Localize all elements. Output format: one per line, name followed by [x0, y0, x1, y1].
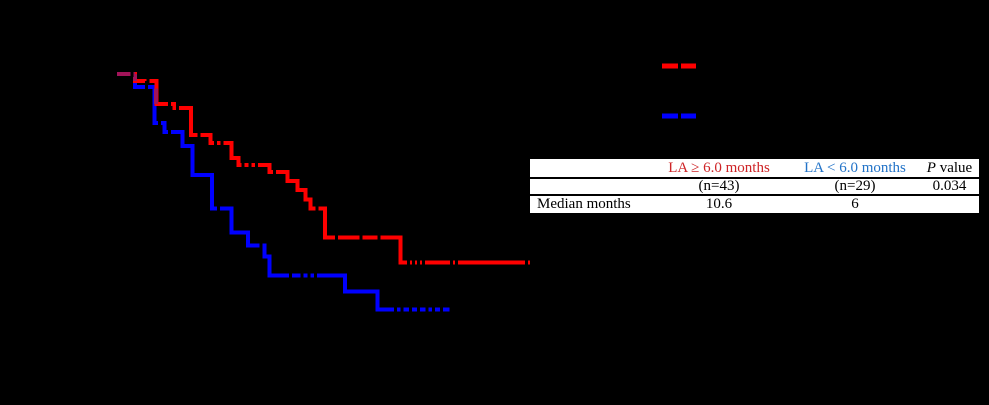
censor-mark — [289, 269, 293, 279]
censor-mark — [217, 202, 221, 212]
table-cell-median-label: Median months — [537, 196, 631, 212]
censor-mark — [241, 159, 245, 169]
censor-mark — [307, 269, 311, 279]
censor-mark — [158, 117, 162, 127]
censor-mark — [449, 256, 453, 266]
censor-mark — [167, 125, 171, 135]
censor-mark — [407, 256, 411, 266]
km-curve-blue — [117, 72, 450, 312]
censor-mark — [431, 303, 435, 313]
censor-mark — [335, 231, 339, 241]
table-cell-median-red: 10.6 — [705, 196, 733, 212]
censor-mark — [213, 137, 217, 147]
censor-mark — [417, 256, 421, 266]
censor-mark — [421, 256, 425, 266]
table-header-row: LA ≥ 6.0 months LA < 6.0 months P value — [530, 159, 979, 179]
table-cell-group-red-label: LA ≥ 6.0 months — [668, 159, 770, 176]
table-cell-n-blue: (n=29) — [834, 178, 876, 194]
censor-mark — [417, 303, 421, 313]
censor-mark — [197, 129, 201, 139]
km-curve-red — [117, 72, 530, 265]
table-n-row: (n=43) (n=29) 0.034 — [530, 179, 979, 196]
table-cell-group-blue-label: LA < 6.0 months — [804, 159, 906, 176]
censor-mark — [272, 166, 276, 176]
p-italic: P — [926, 159, 936, 176]
censor-mark — [315, 202, 319, 212]
censor-mark — [394, 303, 398, 313]
censor-mark — [176, 102, 180, 112]
censor-mark — [408, 303, 412, 313]
table-median-row: Median months 10.6 6 — [530, 196, 979, 213]
censor-mark — [425, 303, 429, 313]
table-cell-pvalue-header: P value — [920, 159, 979, 176]
censor-mark — [300, 269, 304, 279]
censor-mark — [400, 303, 404, 313]
censor-mark — [145, 81, 148, 91]
censor-mark — [454, 256, 458, 266]
censor-mark — [359, 231, 363, 241]
censor-mark — [259, 239, 263, 249]
censor-mark — [313, 269, 317, 279]
censor-mark — [248, 159, 252, 169]
summary-table: LA ≥ 6.0 months LA < 6.0 months P value … — [530, 157, 979, 215]
censor-mark — [440, 303, 443, 313]
censor-mark — [220, 137, 224, 147]
table-cell-pvalue: 0.034 — [932, 178, 967, 194]
censor-mark — [254, 159, 258, 169]
table-cell-n-red: (n=43) — [698, 178, 740, 194]
censor-mark — [167, 98, 171, 108]
censor-mark — [412, 256, 416, 266]
p-rest: value — [935, 159, 973, 176]
censor-mark — [146, 74, 150, 84]
censor-mark — [525, 256, 529, 266]
censor-mark — [130, 68, 134, 77]
table-cell-median-blue: 6 — [851, 196, 859, 212]
censor-mark — [377, 231, 381, 241]
